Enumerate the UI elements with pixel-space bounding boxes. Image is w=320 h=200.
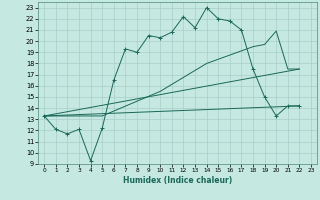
X-axis label: Humidex (Indice chaleur): Humidex (Indice chaleur): [123, 176, 232, 185]
